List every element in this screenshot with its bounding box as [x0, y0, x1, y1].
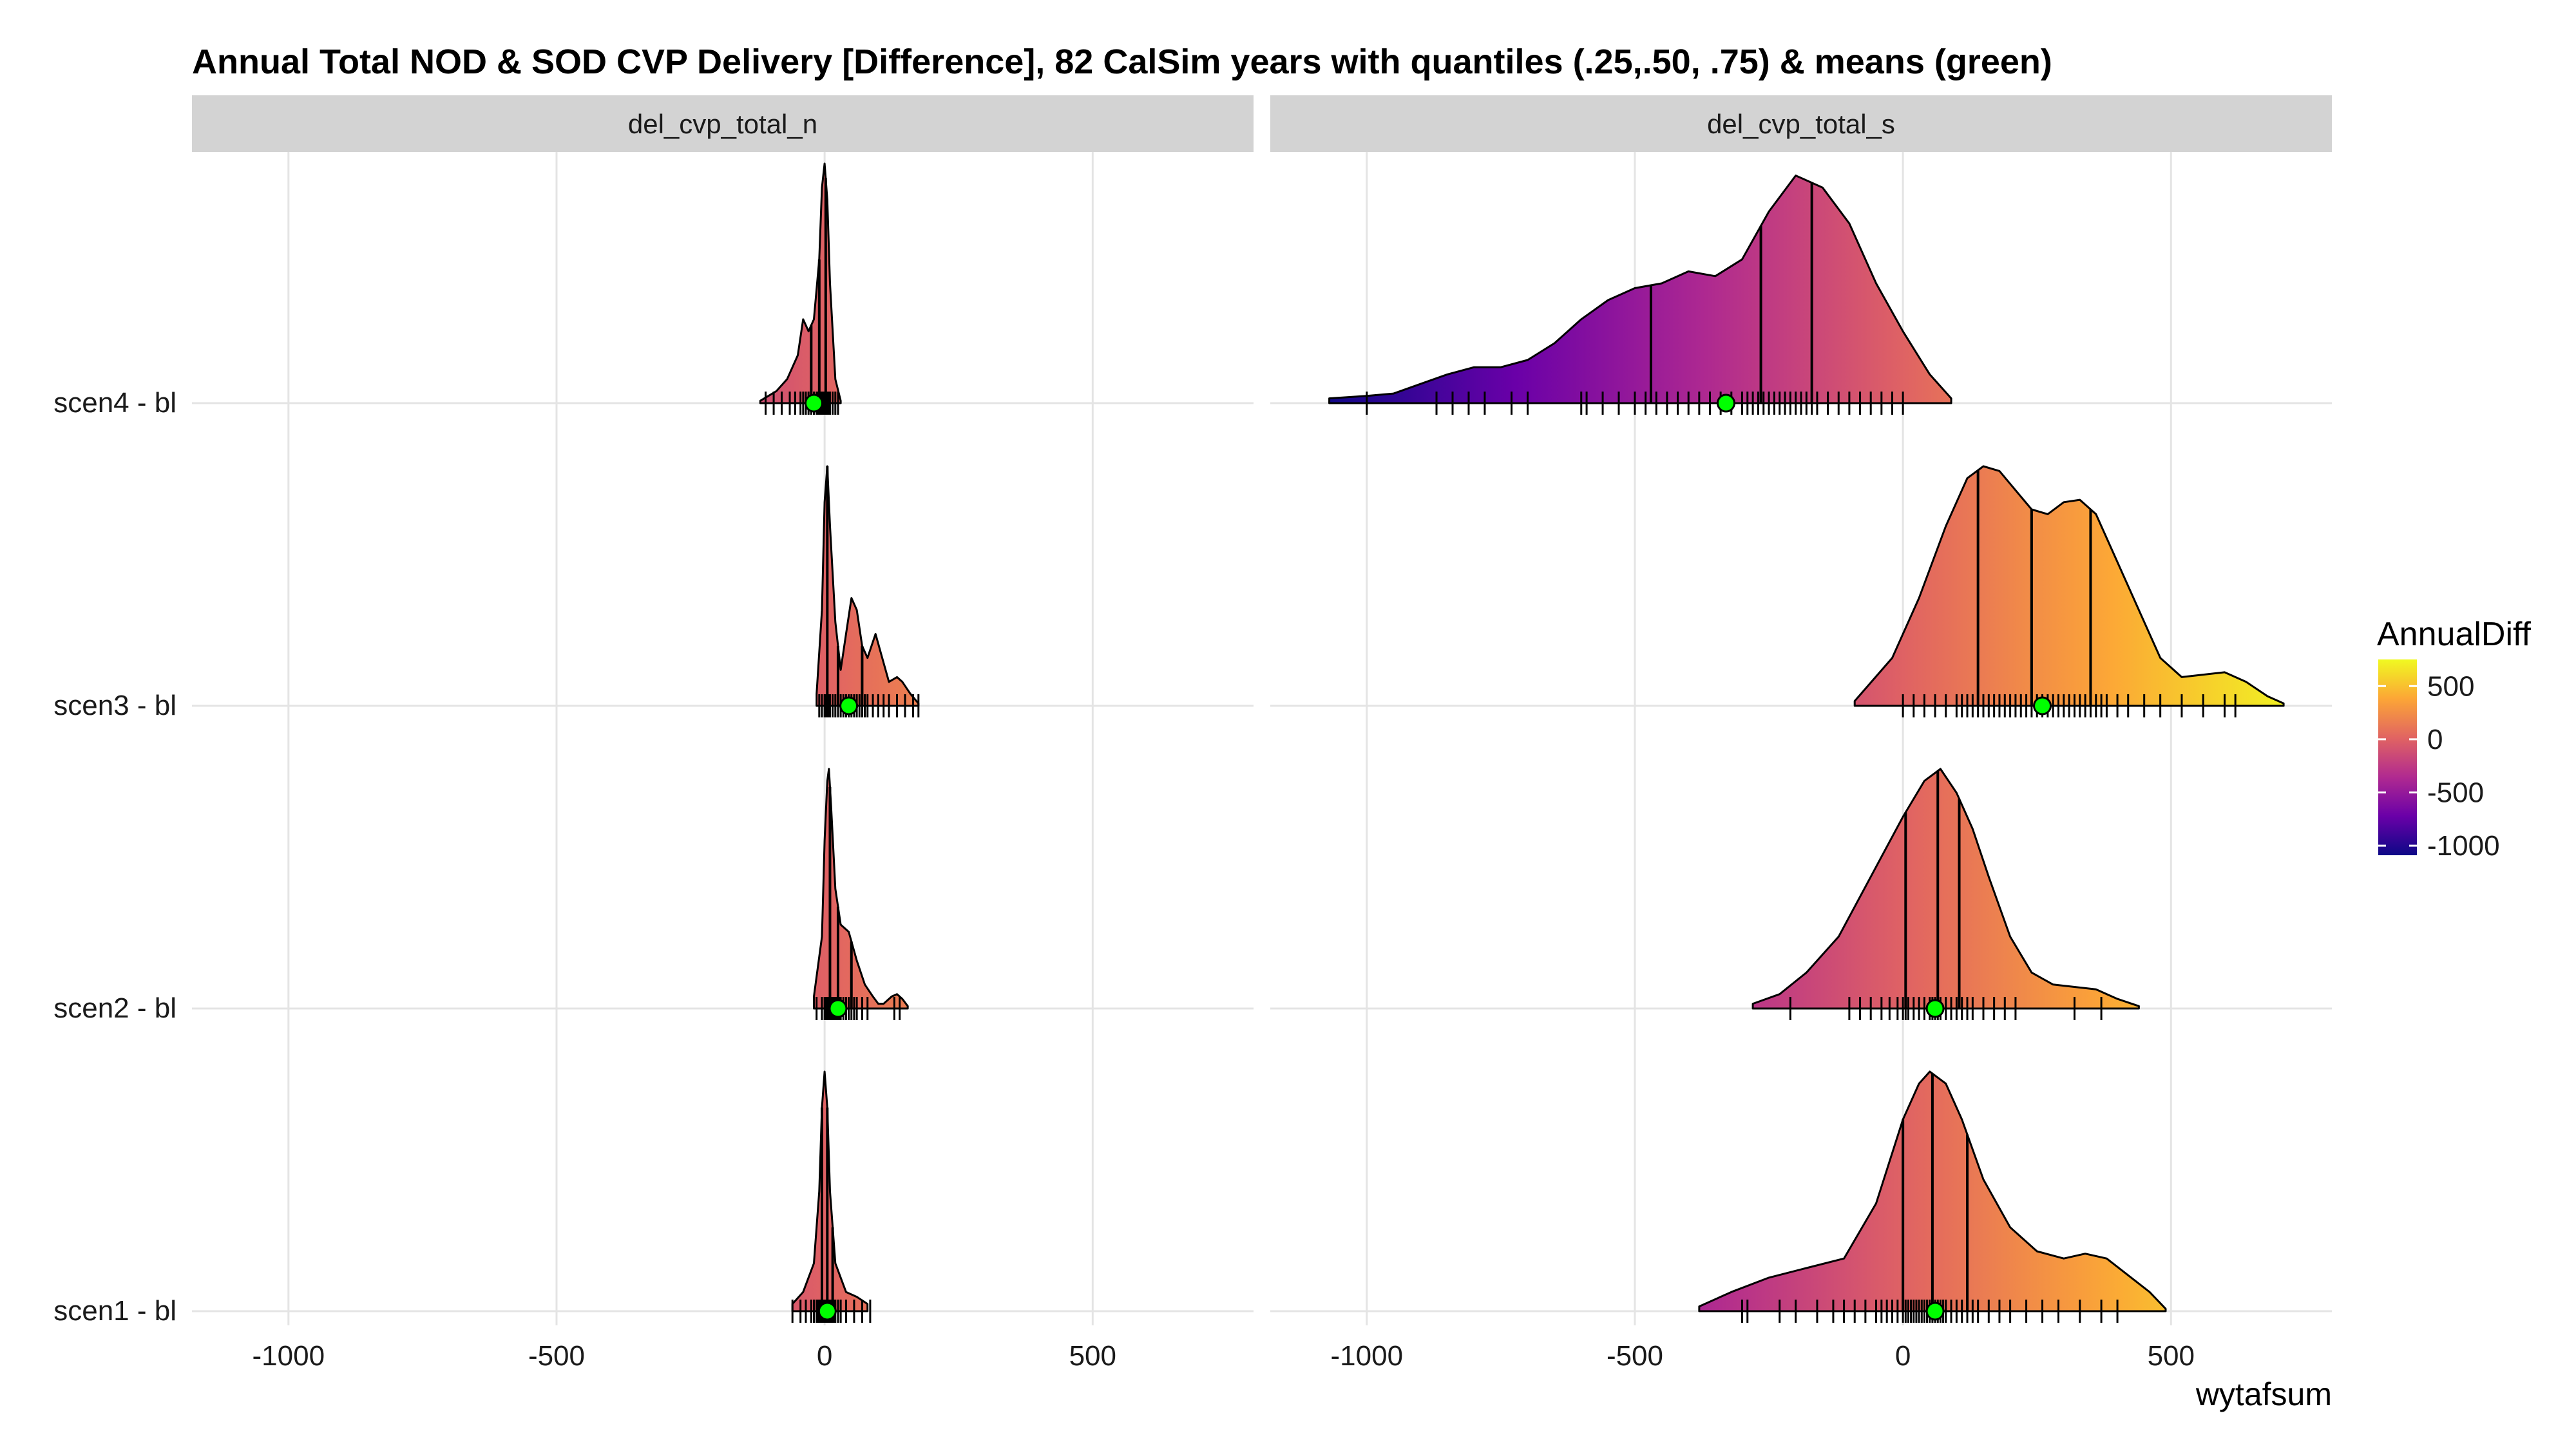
strip-right: [1270, 95, 2332, 152]
density-ridge: [1853, 465, 2285, 707]
mean-point: [804, 393, 823, 413]
density-ridge: [816, 465, 920, 707]
x-tick-label: -1000: [253, 1340, 325, 1372]
mean-point: [828, 999, 848, 1018]
mean-point: [1925, 1302, 1945, 1321]
chart-title: Annual Total NOD & SOD CVP Delivery [Dif…: [192, 43, 2052, 81]
density-ridge: [791, 1070, 869, 1312]
density-ridge: [1751, 768, 2140, 1010]
mean-point: [839, 696, 859, 715]
grid-lines: [192, 152, 2332, 1325]
density-ridge: [1328, 175, 1952, 404]
x-tick-label: 0: [817, 1340, 832, 1372]
density-ridge: [759, 162, 842, 404]
legend-title: AnnualDiff: [2377, 616, 2532, 653]
axes: -1000 -500 0 500 -1000 -500 0 500 scen1 - bl scen…: [53, 387, 2195, 1372]
legend-tick-label: -500: [2427, 777, 2484, 809]
y-row-label: scen2 - bl: [53, 992, 177, 1024]
legend-tick-label: 500: [2427, 670, 2474, 702]
x-tick-label: -500: [1607, 1340, 1663, 1372]
x-tick-label: 0: [1895, 1340, 1911, 1372]
colorbar: [2378, 659, 2417, 855]
strip-label-right: del_cvp_total_s: [1707, 109, 1895, 139]
mean-point: [1716, 393, 1735, 413]
x-tick-label: 500: [2148, 1340, 2195, 1372]
legend-ticks: 500 0 -500 -1000: [2378, 670, 2500, 862]
y-row-label: scen1 - bl: [53, 1295, 177, 1327]
x-axis-title: wytafsum: [2195, 1376, 2332, 1412]
y-row-label: scen3 - bl: [53, 690, 177, 721]
strip-left: [192, 95, 1254, 152]
x-tick-label: -500: [528, 1340, 585, 1372]
strip-label-left: del_cvp_total_n: [628, 109, 817, 139]
mean-point: [817, 1302, 837, 1321]
colorbar-legend: AnnualDiff 500 0 -500 -1000: [2377, 616, 2532, 862]
mean-point: [1925, 999, 1945, 1018]
legend-tick-label: -1000: [2427, 830, 2500, 862]
plot-area: [759, 162, 2285, 1323]
legend-tick-label: 0: [2427, 724, 2443, 755]
mean-point: [2033, 696, 2052, 715]
x-tick-label: 500: [1069, 1340, 1116, 1372]
x-tick-label: -1000: [1331, 1340, 1404, 1372]
density-ridge: [812, 768, 909, 1010]
y-row-label: scen4 - bl: [53, 387, 177, 419]
